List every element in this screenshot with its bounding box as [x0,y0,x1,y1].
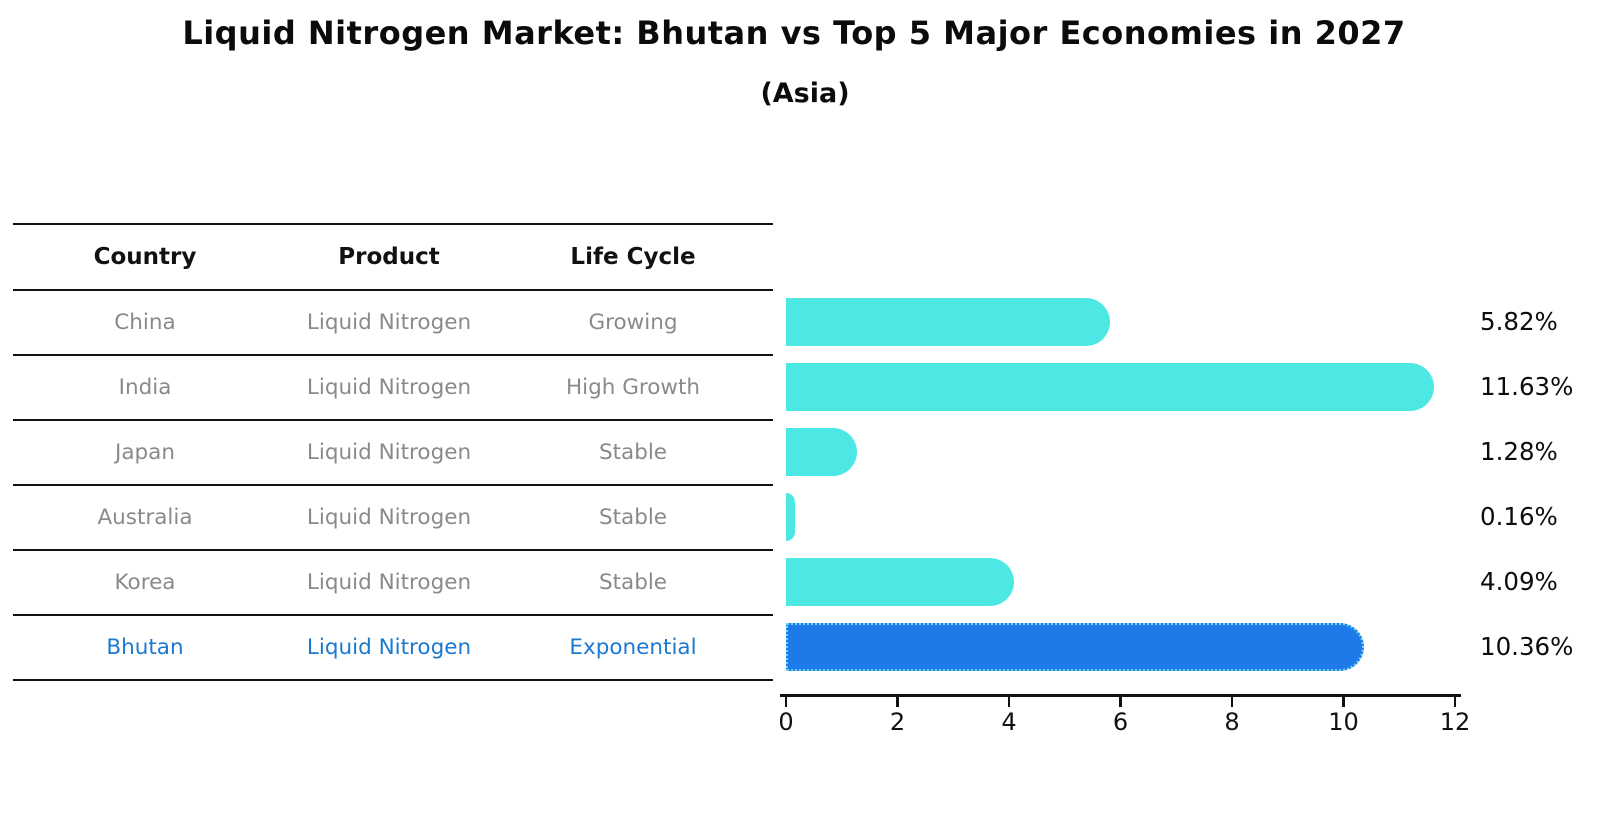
table-row: Japan Liquid Nitrogen Stable [13,421,773,486]
x-axis [780,694,1461,697]
value-label: 11.63% [1480,371,1574,401]
life-cycle-cell: Stable [598,570,668,595]
product-cell: Liquid Nitrogen [306,505,472,530]
product-cell: Liquid Nitrogen [306,440,472,465]
header-product: Product [338,244,440,270]
value-label: 5.82% [1480,306,1558,336]
table-row: China Liquid Nitrogen Growing [13,291,773,356]
value-label: 10.36% [1480,631,1574,661]
country-cell: Japan [115,440,175,465]
x-tick [896,696,899,707]
chart-subtitle: (Asia) [760,78,850,109]
table-rows: China Liquid Nitrogen Growing India Liquid N… [13,291,773,681]
country-cell: India [118,375,172,400]
header-life-cycle: Life Cycle [570,244,696,270]
product-cell: Liquid Nitrogen [306,570,472,595]
life-cycle-cell: Stable [598,505,668,530]
table-row: Korea Liquid Nitrogen Stable [13,551,773,616]
product-cell: Liquid Nitrogen [306,635,472,660]
country-cell: Australia [97,505,193,530]
x-tick-label: 2 [889,708,906,736]
product-cell: Liquid Nitrogen [306,310,472,335]
x-tick [1007,696,1011,707]
life-cycle-cell: Growing [588,310,678,335]
bar-bhutan [786,622,1364,671]
x-tick [1119,696,1122,707]
life-cycle-cell: Exponential [569,635,697,660]
table-row: India Liquid Nitrogen High Growth [13,356,773,421]
table-row: Australia Liquid Nitrogen Stable [13,486,773,551]
country-cell: Korea [114,570,176,595]
bar-japan [786,427,858,476]
x-tick [1453,696,1457,707]
chart-title: Liquid Nitrogen Market: Bhutan vs Top 5 … [182,14,1406,52]
table-row: Bhutan Liquid Nitrogen Exponential [13,616,773,681]
x-tick-label: 10 [1328,708,1359,736]
x-tick-label: 8 [1224,708,1240,736]
value-label: 0.16% [1480,501,1558,531]
x-tick-label: 12 [1439,708,1471,736]
x-tick-label: 4 [1001,708,1017,736]
x-tick-label: 6 [1112,708,1129,736]
bar-korea [786,557,1015,606]
x-tick-label: 0 [778,708,794,736]
country-cell: Bhutan [106,635,184,660]
x-tick [1342,696,1345,707]
country-cell: China [114,310,176,335]
value-label: 4.09% [1480,566,1558,596]
life-cycle-cell: High Growth [565,375,701,400]
country-table: Country Product Life Cycle China Liquid N… [13,223,773,681]
product-cell: Liquid Nitrogen [306,375,472,400]
x-tick [784,696,788,707]
table-header-row: Country Product Life Cycle [13,225,773,291]
bar-india [786,362,1435,411]
header-country: Country [93,244,197,270]
value-label: 1.28% [1480,436,1558,466]
life-cycle-cell: Stable [598,440,668,465]
bar-china [786,297,1111,346]
bar-australia [786,492,795,541]
x-tick [1230,696,1234,707]
